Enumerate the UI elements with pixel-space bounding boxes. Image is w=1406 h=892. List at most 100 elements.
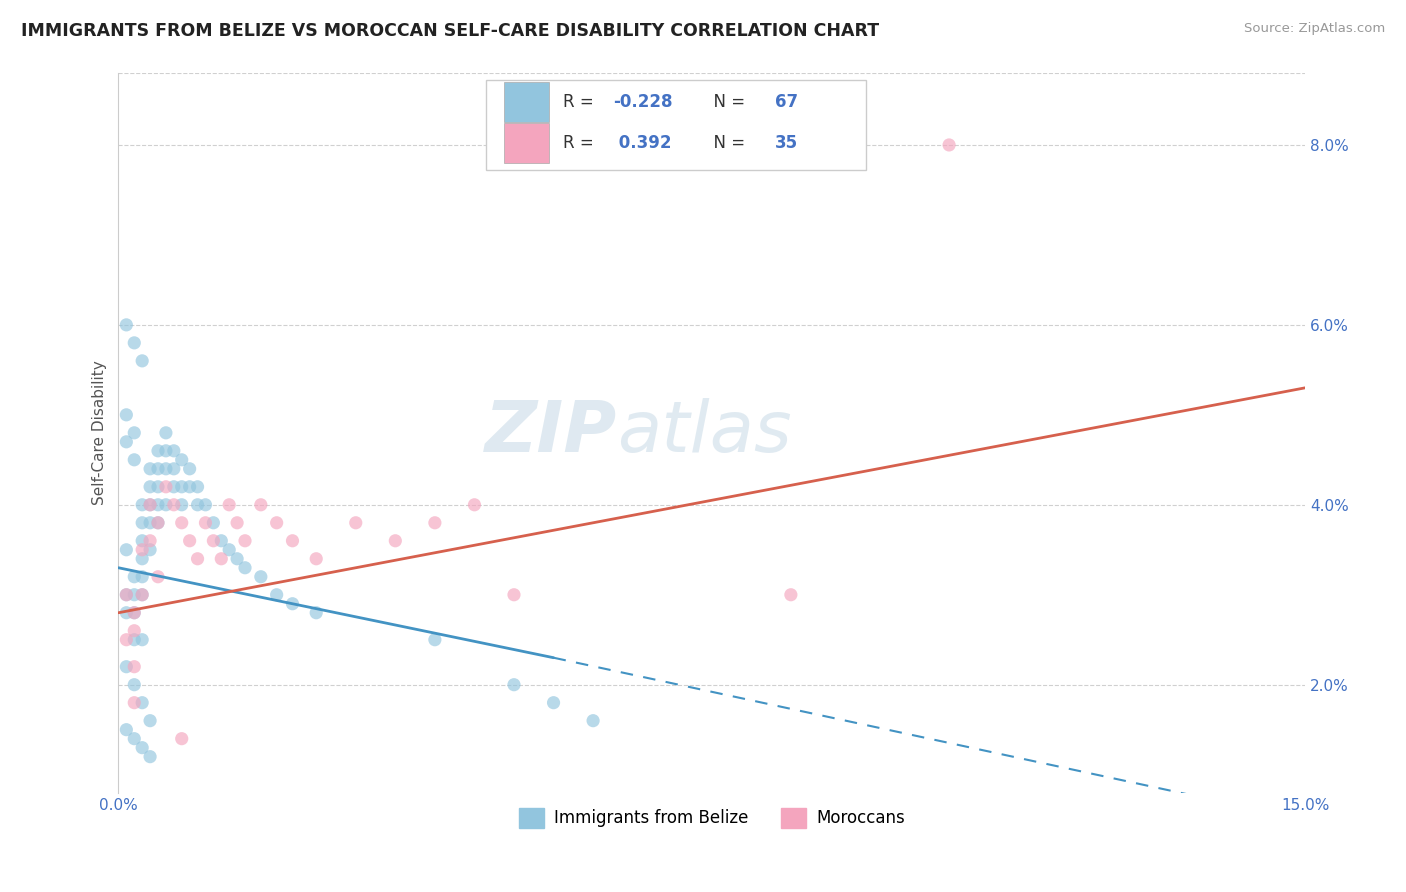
Point <box>146 498 169 512</box>
Point <box>122 659 145 673</box>
Point <box>122 425 145 440</box>
Point <box>305 551 328 566</box>
Text: N =: N = <box>703 93 751 111</box>
Point <box>344 516 367 530</box>
Point <box>139 498 162 512</box>
Point <box>155 480 177 494</box>
Point <box>122 606 145 620</box>
Text: ZIP: ZIP <box>485 399 617 467</box>
Point <box>115 434 138 449</box>
Point <box>202 516 225 530</box>
Point <box>115 542 138 557</box>
Bar <box>505 123 550 163</box>
Point <box>131 354 153 368</box>
Point <box>179 462 201 476</box>
Point <box>139 480 162 494</box>
Point <box>233 533 256 548</box>
Text: -0.228: -0.228 <box>613 93 673 111</box>
Point <box>503 678 526 692</box>
Point <box>218 498 240 512</box>
FancyBboxPatch shape <box>486 80 866 170</box>
Point <box>170 498 193 512</box>
Point <box>115 632 138 647</box>
Point <box>281 597 304 611</box>
Point <box>179 480 201 494</box>
Legend: Immigrants from Belize, Moroccans: Immigrants from Belize, Moroccans <box>512 801 911 835</box>
Point <box>423 516 446 530</box>
Text: 67: 67 <box>775 93 797 111</box>
Point <box>170 731 193 746</box>
Point <box>155 425 177 440</box>
Text: R =: R = <box>564 134 599 153</box>
Point <box>187 498 209 512</box>
Point <box>163 480 186 494</box>
Point <box>131 588 153 602</box>
Point <box>266 588 288 602</box>
Point <box>281 533 304 548</box>
Text: 0.392: 0.392 <box>613 134 672 153</box>
Point <box>187 480 209 494</box>
Point <box>146 480 169 494</box>
Point <box>122 452 145 467</box>
Point <box>209 533 232 548</box>
Point <box>170 516 193 530</box>
Point <box>384 533 406 548</box>
Point <box>146 462 169 476</box>
Point <box>155 498 177 512</box>
Y-axis label: Self-Care Disability: Self-Care Disability <box>93 360 107 505</box>
Text: atlas: atlas <box>617 399 792 467</box>
Point <box>202 533 225 548</box>
Point <box>423 632 446 647</box>
Text: 35: 35 <box>775 134 797 153</box>
Point <box>115 408 138 422</box>
Point <box>170 480 193 494</box>
Point <box>139 462 162 476</box>
Point <box>115 659 138 673</box>
Point <box>131 551 153 566</box>
Point <box>122 588 145 602</box>
Point <box>463 498 485 512</box>
Point <box>250 570 273 584</box>
Point <box>146 443 169 458</box>
Point <box>115 588 138 602</box>
Point <box>131 632 153 647</box>
Point <box>115 723 138 737</box>
Point <box>163 462 186 476</box>
Point <box>139 749 162 764</box>
Point <box>209 551 232 566</box>
Point <box>115 588 138 602</box>
Point <box>194 516 217 530</box>
Point <box>122 606 145 620</box>
Point <box>122 731 145 746</box>
Point <box>233 560 256 574</box>
Point <box>250 498 273 512</box>
Point <box>582 714 605 728</box>
Point <box>139 516 162 530</box>
Text: N =: N = <box>703 134 751 153</box>
Point <box>503 588 526 602</box>
Point <box>187 551 209 566</box>
Point <box>170 452 193 467</box>
Point <box>218 542 240 557</box>
Point <box>155 443 177 458</box>
Bar <box>505 82 550 121</box>
Point <box>146 516 169 530</box>
Point <box>179 533 201 548</box>
Point <box>155 462 177 476</box>
Point <box>194 498 217 512</box>
Point <box>131 516 153 530</box>
Point <box>139 542 162 557</box>
Point <box>122 678 145 692</box>
Point <box>131 498 153 512</box>
Point <box>131 740 153 755</box>
Point <box>139 498 162 512</box>
Point <box>122 696 145 710</box>
Point <box>131 542 153 557</box>
Text: R =: R = <box>564 93 599 111</box>
Point <box>779 588 801 602</box>
Point <box>115 318 138 332</box>
Point <box>122 335 145 350</box>
Point <box>122 624 145 638</box>
Point <box>131 696 153 710</box>
Point <box>139 714 162 728</box>
